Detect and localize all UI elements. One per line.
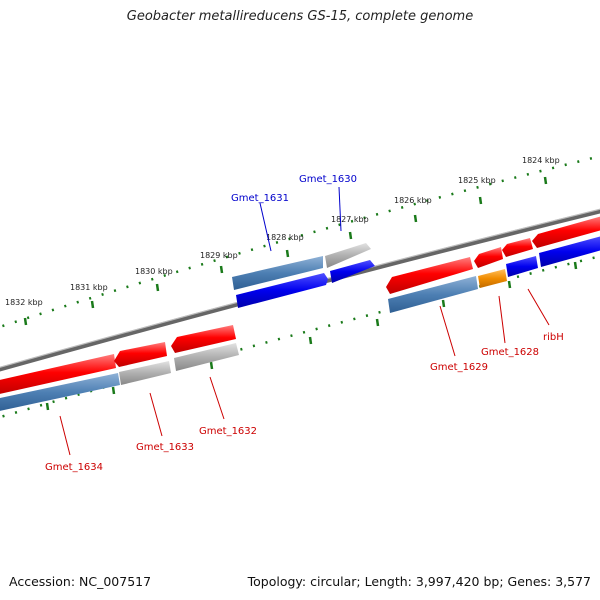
outer-major-ticks	[23, 176, 548, 326]
gene-gmet-1629[interactable]	[388, 276, 478, 313]
cds-gmet-1632[interactable]	[171, 325, 236, 353]
label-gmet-1631: Gmet_1631	[231, 193, 289, 204]
cds-gmet-1628[interactable]	[474, 247, 503, 268]
kbp-label: 1827 kbp	[331, 215, 369, 224]
kbp-label: 1825 kbp	[458, 176, 496, 185]
gene-gmet-1628[interactable]	[478, 269, 507, 288]
cds-gmet-1634[interactable]	[0, 354, 116, 395]
label-ribh: ribH	[543, 332, 564, 343]
cds-gmet-1630[interactable]	[330, 260, 375, 283]
gene-right-edge[interactable]	[539, 236, 600, 267]
gene-gmet-1630[interactable]	[325, 243, 371, 268]
outer-scale-track	[0, 154, 600, 329]
genome-stats-text: Topology: circular; Length: 3,997,420 bp…	[247, 574, 591, 589]
kbp-label: 1826 kbp	[394, 196, 432, 205]
cds-right-edge[interactable]	[532, 216, 600, 248]
label-gmet-1632: Gmet_1632	[199, 426, 257, 437]
cds-gmet-1629[interactable]	[386, 257, 473, 294]
gene-gmet-1631[interactable]	[232, 256, 323, 290]
kbp-label: 1829 kbp	[200, 251, 238, 260]
cds-gmet-1631[interactable]	[236, 273, 328, 308]
cds-ribh[interactable]	[502, 238, 533, 257]
kbp-label: 1830 kbp	[135, 267, 173, 276]
map-title: Geobacter metallireducens GS-15, complet…	[126, 9, 474, 24]
cds-gmet-1633[interactable]	[114, 342, 167, 367]
kbp-label: 1828 kbp	[266, 233, 304, 242]
accession-text: Accession: NC_007517	[9, 574, 152, 589]
gene-gmet-1633[interactable]	[119, 361, 171, 385]
label-gmet-1634: Gmet_1634	[45, 462, 103, 473]
label-gmet-1633: Gmet_1633	[136, 442, 194, 453]
gene-gmet-1634[interactable]	[0, 373, 120, 412]
inner-scale-track	[0, 254, 600, 419]
kbp-label: 1824 kbp	[522, 156, 560, 165]
gene-ribh[interactable]	[506, 256, 538, 277]
kbp-label: 1831 kbp	[70, 283, 108, 292]
gene-gmet-1632[interactable]	[174, 343, 239, 371]
label-gmet-1629: Gmet_1629	[430, 362, 488, 373]
leader-lines	[59, 186, 550, 456]
label-gmet-1628: Gmet_1628	[481, 347, 539, 358]
kbp-label: 1832 kbp	[5, 298, 43, 307]
inner-major-ticks	[45, 261, 578, 411]
label-gmet-1630: Gmet_1630	[299, 174, 357, 185]
